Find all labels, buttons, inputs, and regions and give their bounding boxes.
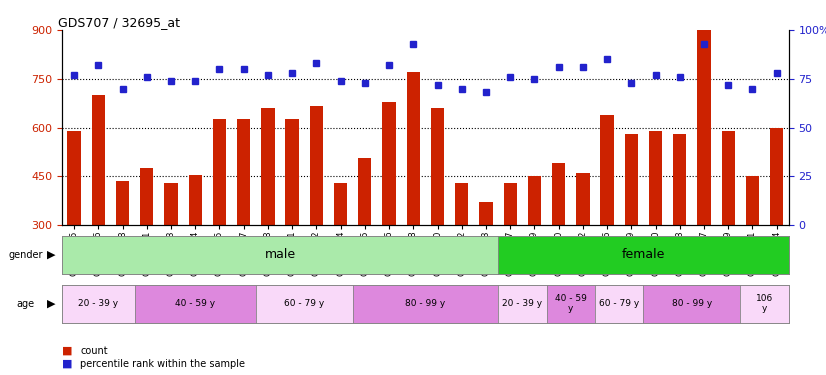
Bar [455,183,468,225]
Text: female: female [622,249,665,261]
Text: ■: ■ [62,346,76,355]
Text: 60 - 79 y: 60 - 79 y [599,299,639,308]
Text: 40 - 59 y: 40 - 59 y [175,299,216,308]
Bar [547,285,595,322]
Text: 106
y: 106 y [756,294,773,314]
Bar [601,114,614,225]
Bar [135,285,256,322]
Bar [697,30,710,225]
Text: ■: ■ [62,359,76,369]
Bar [504,183,517,225]
Bar [382,102,396,225]
Bar [577,173,590,225]
Bar [140,168,154,225]
Bar [746,176,759,225]
Bar [334,183,347,225]
Bar [310,106,323,225]
Bar [261,108,274,225]
Bar [358,158,372,225]
Text: ▶: ▶ [47,250,55,260]
Bar [237,119,250,225]
Text: gender: gender [8,250,43,260]
Bar [431,108,444,225]
Bar [595,285,643,322]
Bar [722,131,735,225]
Text: 60 - 79 y: 60 - 79 y [284,299,325,308]
Text: 20 - 39 y: 20 - 39 y [78,299,118,308]
Bar [673,134,686,225]
Bar [213,119,226,225]
Bar [68,131,81,225]
Text: 80 - 99 y: 80 - 99 y [406,299,445,308]
Bar [624,134,638,225]
Bar [92,95,105,225]
Text: 20 - 39 y: 20 - 39 y [502,299,543,308]
Bar [528,176,541,225]
Text: male: male [264,249,296,261]
Bar [62,236,498,274]
Bar [116,181,129,225]
Bar [643,285,740,322]
Bar [552,163,565,225]
Bar [479,202,492,225]
Bar [770,128,783,225]
Text: count: count [80,346,107,355]
Text: percentile rank within the sample: percentile rank within the sample [80,359,245,369]
Bar [740,285,789,322]
Text: GDS707 / 32695_at: GDS707 / 32695_at [59,16,180,29]
Bar [188,175,202,225]
Bar [353,285,498,322]
Bar [286,119,299,225]
Bar [498,285,547,322]
Bar [256,285,353,322]
Bar [406,72,420,225]
Bar [62,285,135,322]
Bar [649,131,662,225]
Text: ▶: ▶ [47,299,55,309]
Text: 80 - 99 y: 80 - 99 y [672,299,712,308]
Text: age: age [17,299,35,309]
Text: 40 - 59
y: 40 - 59 y [555,294,586,314]
Bar [498,236,789,274]
Bar [164,183,178,225]
